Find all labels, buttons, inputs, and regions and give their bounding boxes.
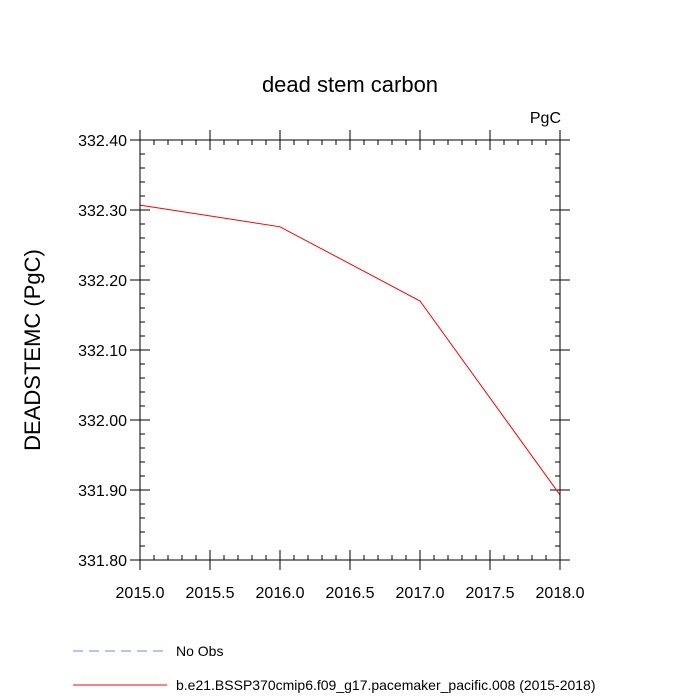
legend: No Obs b.e21.BSSP370cmip6.f09_g17.pacemak…: [73, 643, 596, 693]
y-tick-label: 332.00: [78, 413, 127, 430]
x-tick-label: 2018.0: [536, 585, 585, 602]
x-tick-label: 2016.5: [326, 585, 375, 602]
y-axis-label: DEADSTEMC (PgC): [20, 249, 45, 451]
y-tick-label: 332.20: [78, 273, 127, 290]
y-tick-label: 332.40: [78, 133, 127, 150]
legend-label-0: No Obs: [176, 643, 223, 659]
x-tick-label: 2017.5: [466, 585, 515, 602]
x-tick-label: 2015.0: [116, 585, 165, 602]
axis-ticks: [130, 130, 570, 570]
x-tick-label: 2016.0: [256, 585, 305, 602]
series-line-1: [139, 204, 561, 496]
y-tick-label: 331.80: [78, 553, 127, 570]
legend-label-1: b.e21.BSSP370cmip6.f09_g17.pacemaker_pac…: [176, 677, 596, 693]
chart-title: dead stem carbon: [262, 72, 438, 97]
x-tick-label: 2015.5: [186, 585, 235, 602]
plot-lines: [139, 204, 561, 496]
plot-frame: [139, 139, 561, 561]
y-tick-label: 332.10: [78, 343, 127, 360]
units-label: PgC: [530, 110, 561, 127]
y-tick-label: 331.90: [78, 483, 127, 500]
y-tick-label: 332.30: [78, 203, 127, 220]
tick-labels: 2015.0 2015.5 2016.0 2016.5 2017.0 2017.5 2018…: [78, 133, 585, 602]
x-tick-label: 2017.0: [396, 585, 445, 602]
